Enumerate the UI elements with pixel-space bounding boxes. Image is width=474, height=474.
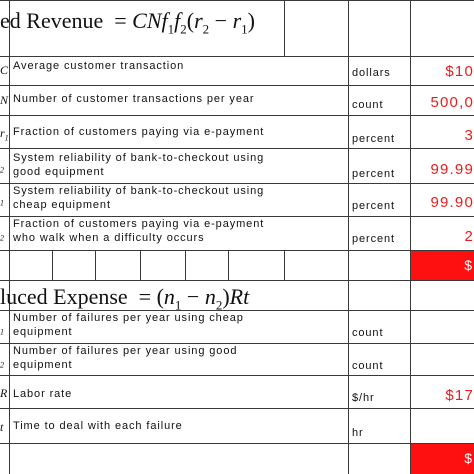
value-cell[interactable]: $17 — [445, 387, 474, 404]
grid-line — [410, 0, 411, 474]
formula-close: ) — [222, 286, 230, 309]
grid-line — [0, 183, 474, 184]
symbol-cell: C — [0, 63, 9, 77]
symbol-cell: 2 — [0, 233, 4, 243]
expense-title: luced Expense — [0, 286, 128, 309]
formula-n1: n — [163, 286, 175, 309]
formula-minus: − — [186, 286, 200, 309]
grid-line — [140, 250, 141, 280]
symbol-cell: r1 — [0, 126, 9, 143]
grid-line — [52, 250, 53, 280]
value-cell[interactable]: 500,0 — [430, 94, 474, 111]
formula-r1-sub: 1 — [241, 21, 248, 37]
grid-line — [228, 250, 229, 280]
formula-n2-sub: 2 — [215, 297, 223, 310]
symbol-cell: t — [0, 420, 4, 434]
formula-f1: f — [161, 10, 168, 33]
expense-total-cell[interactable]: $ — [411, 444, 474, 474]
grid-line — [348, 0, 349, 474]
formula-r2: r — [194, 10, 203, 33]
formula-n2: n — [204, 286, 216, 309]
formula-rt: Rt — [229, 286, 250, 309]
formula-open: ( — [156, 286, 164, 309]
grid-line — [0, 216, 474, 217]
value-cell[interactable]: 99.90 — [430, 194, 474, 211]
symbol-cell: N — [0, 93, 9, 107]
description-cell: Labor rate — [13, 388, 73, 400]
unit-cell: count — [352, 99, 384, 111]
unit-cell: count — [352, 360, 384, 372]
formula-equals: = — [114, 10, 127, 33]
grid-line — [9, 0, 10, 474]
description-cell: System reliability of bank-to-checkout u… — [13, 152, 265, 178]
symbol-cell: 2 — [0, 165, 4, 175]
grid-line — [0, 250, 474, 251]
unit-cell: count — [352, 327, 384, 339]
description-cell: Number of customer transactions per year — [13, 93, 255, 105]
grid-line — [0, 310, 474, 311]
unit-cell: percent — [352, 168, 395, 180]
grid-line — [0, 343, 474, 344]
description-cell: Number of failures per year using good e… — [13, 345, 238, 371]
formula-equals: = — [138, 286, 152, 309]
grid-line — [0, 375, 474, 376]
formula-n1-sub: 1 — [174, 297, 182, 310]
grid-line — [0, 56, 474, 57]
description-cell: Time to deal with each failure — [13, 420, 183, 432]
value-cell[interactable]: 3 — [464, 127, 474, 144]
symbol-cell: R — [0, 386, 8, 400]
value-cell[interactable]: 2 — [464, 228, 474, 245]
unit-cell: hr — [352, 427, 364, 439]
unit-cell: dollars — [352, 67, 391, 79]
grid-line — [0, 115, 474, 116]
grid-line — [284, 0, 285, 56]
unit-cell: $/hr — [352, 392, 375, 404]
unit-cell: percent — [352, 233, 395, 245]
grid-line — [0, 443, 474, 444]
formula-f2: f — [174, 10, 181, 33]
description-cell: Fraction of customers paying via e-payme… — [13, 126, 265, 138]
grid-line — [95, 250, 96, 280]
grid-line — [185, 250, 186, 280]
description-cell: Number of failures per year using cheap … — [13, 312, 244, 338]
unit-cell: percent — [352, 200, 395, 212]
revenue-title: ed Revenue — [0, 10, 104, 33]
symbol-cell: 1 — [0, 327, 4, 337]
formula-close: ) — [247, 10, 255, 33]
formula-n: N — [146, 10, 162, 33]
symbol-cell: 1 — [0, 198, 4, 208]
revenue-formula: ed Revenue = CNf1f2(r2 − r1) — [0, 10, 282, 50]
formula-c: C — [132, 10, 147, 33]
unit-cell: percent — [352, 133, 395, 145]
formula-f2-sub: 2 — [180, 21, 187, 37]
description-cell: Average customer transaction — [13, 60, 185, 72]
revenue-total-cell[interactable]: $ — [411, 251, 474, 280]
formula-minus: − — [214, 10, 228, 33]
description-cell: System reliability of bank-to-checkout u… — [13, 185, 265, 211]
value-cell[interactable]: 99.99 — [430, 161, 474, 178]
grid-line — [0, 0, 474, 1]
formula-r1: r — [232, 10, 242, 33]
grid-line — [284, 250, 285, 280]
symbol-cell: 2 — [0, 360, 4, 370]
description-cell: Fraction of customers paying via e-payme… — [13, 218, 265, 244]
formula-r2-sub: 2 — [202, 21, 210, 37]
grid-line — [0, 280, 474, 281]
grid-line — [0, 148, 474, 149]
value-cell[interactable]: $10 — [445, 63, 474, 80]
formula-f1-sub: 1 — [167, 21, 175, 37]
expense-formula: luced Expense = (n1 − n2)Rt — [0, 286, 346, 310]
grid-line — [0, 408, 474, 409]
grid-line — [0, 85, 474, 86]
formula-open: ( — [186, 10, 195, 33]
